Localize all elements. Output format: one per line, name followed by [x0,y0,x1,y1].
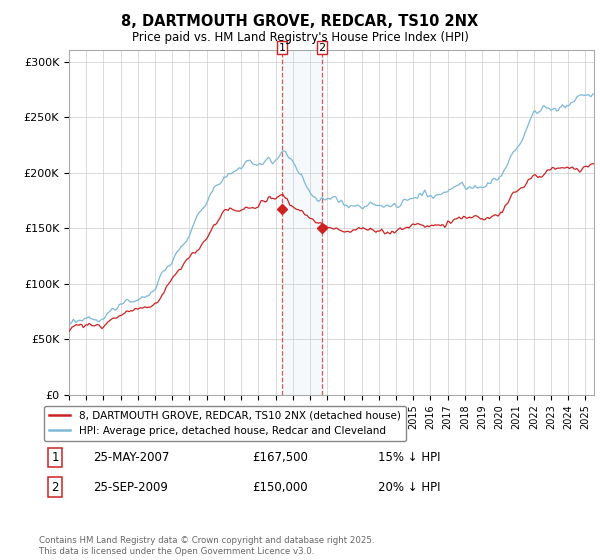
Text: 25-SEP-2009: 25-SEP-2009 [93,480,168,494]
Text: 2: 2 [52,480,59,494]
Text: 8, DARTMOUTH GROVE, REDCAR, TS10 2NX: 8, DARTMOUTH GROVE, REDCAR, TS10 2NX [121,14,479,29]
Text: Contains HM Land Registry data © Crown copyright and database right 2025.
This d: Contains HM Land Registry data © Crown c… [39,536,374,556]
Text: 15% ↓ HPI: 15% ↓ HPI [378,451,440,464]
Bar [282,50,322,395]
Text: 25-MAY-2007: 25-MAY-2007 [93,451,169,464]
Legend: 8, DARTMOUTH GROVE, REDCAR, TS10 2NX (detached house), HPI: Average price, detac: 8, DARTMOUTH GROVE, REDCAR, TS10 2NX (de… [44,405,406,441]
Text: 1: 1 [278,43,286,53]
Text: 20% ↓ HPI: 20% ↓ HPI [378,480,440,494]
Text: £167,500: £167,500 [252,451,308,464]
Text: £150,000: £150,000 [252,480,308,494]
Text: Price paid vs. HM Land Registry's House Price Index (HPI): Price paid vs. HM Land Registry's House … [131,31,469,44]
Text: 2: 2 [319,43,326,53]
Text: 1: 1 [52,451,59,464]
